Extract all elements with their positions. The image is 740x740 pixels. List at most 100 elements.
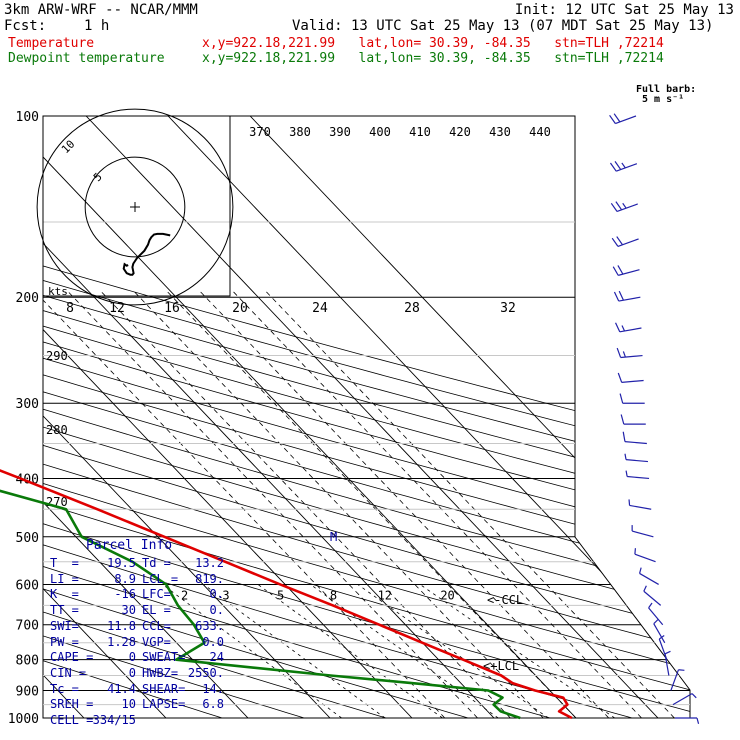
init-time: Init: 12 UTC Sat 25 May 13 [514, 2, 734, 18]
hodograph-trace [122, 232, 171, 276]
wind-barb [617, 372, 644, 383]
model-title: 3km ARW-WRF -- NCAR/MMM [4, 2, 198, 18]
wind-barb [624, 453, 649, 463]
mixing-ratio-line [310, 584, 499, 718]
pressure-label: 900 [16, 684, 39, 699]
wind-barbs [609, 113, 700, 724]
mixing-ratio-label: 8 [330, 588, 337, 602]
wind-barb-flag [643, 585, 647, 592]
parcel-value: 0.0 [202, 634, 224, 649]
parcel-value: 13.2 [195, 556, 224, 570]
wind-barb [664, 650, 671, 676]
wind-barb-flag [611, 237, 619, 247]
moist-adiabat [264, 290, 675, 718]
wind-barb-flag [614, 161, 622, 170]
parcel-value: -16 [114, 587, 136, 602]
mixing-ratio-label: 2 [181, 588, 188, 602]
wind-barb-staff [616, 203, 638, 213]
parcel-label: TT = [50, 603, 79, 618]
wind-barb-staff [617, 238, 639, 247]
wind-barb-flag [653, 619, 659, 625]
ccl-annotation: <-CCL [487, 593, 523, 607]
wind-barb-staff [643, 590, 662, 606]
axis-labels: 100200300400500600700800900100023581220-… [8, 110, 551, 727]
wind-barb-staff [653, 623, 666, 644]
wind-barb-flag [610, 202, 618, 212]
wind-barb [639, 567, 659, 585]
dewpoint-location: x,y=922.18,221.99 lat,lon= 30.39, -84.35… [202, 51, 664, 66]
isobars [43, 115, 690, 719]
wind-barb [616, 347, 643, 359]
parcel-value: 10 [121, 697, 136, 712]
wind-barb-flag [619, 393, 624, 404]
wind-barb [612, 265, 640, 276]
wind-barb-staff [625, 459, 649, 463]
pressure-label: 600 [16, 578, 39, 593]
wind-barb-staff [619, 327, 642, 333]
parcel-label: SWEAT= [142, 650, 186, 665]
isotherm [43, 116, 413, 718]
temperature-trace [0, 469, 573, 720]
wind-barb-staff [618, 269, 640, 276]
wind-barb [622, 431, 647, 445]
wind-barb [611, 236, 639, 247]
parcel-label: HWBZ= [142, 665, 179, 680]
speed-label: 20 [232, 301, 248, 316]
wind-barb-flag [609, 114, 616, 124]
moist-adiabat [43, 290, 446, 718]
wind-barb [628, 499, 652, 510]
wind-barb-staff [624, 441, 647, 445]
lcl-annotation: <+LCL [483, 659, 519, 673]
isotherm [43, 116, 167, 718]
wind-barb [670, 669, 685, 691]
theta-label: 280 [46, 423, 68, 437]
wind-barb-staff [621, 379, 644, 383]
parcel-value: 8.9 [114, 571, 136, 586]
wind-barb [610, 201, 638, 213]
hodograph: 5 10 kts [36, 108, 234, 306]
parcel-label: SHEAR= [142, 681, 186, 696]
wind-barb-flag [624, 453, 627, 460]
forecast-hour: 1 h [84, 18, 110, 34]
temperature-location: x,y=922.18,221.99 lat,lon= 30.39, -84.35… [202, 36, 664, 51]
parcel-value: 14. [202, 681, 224, 696]
parcel-label: CAPE = [50, 650, 94, 665]
parcel-label: SWI= [50, 618, 79, 633]
wind-barb-flag [696, 717, 700, 724]
parcel-label: LAPSE= [142, 697, 186, 712]
pressure-label: 1000 [8, 712, 39, 727]
parcel-label: PW = [50, 634, 79, 649]
wind-barb [675, 717, 700, 724]
theta-label: 380 [289, 125, 311, 139]
speed-label: 8 [66, 301, 74, 316]
mixing-ratio-line [203, 584, 386, 718]
wind-barb-flag [621, 325, 626, 332]
wind-barb-staff [639, 572, 659, 585]
wind-barb [648, 602, 664, 626]
speed-label: 28 [404, 301, 420, 316]
wind-barb-flag [617, 372, 623, 383]
parcel-value: 6.8 [202, 697, 224, 712]
parcel-info-title: Parcel Info [86, 538, 173, 553]
theta-label: 290 [46, 349, 68, 363]
wind-barb-staff [670, 669, 679, 691]
wind-barb [613, 290, 641, 302]
mixing-ratio-line [257, 584, 443, 718]
theta-label: 440 [529, 125, 551, 139]
wind-barb-flag [616, 236, 623, 246]
wind-barb-flag [628, 499, 631, 506]
wind-barb-flag [621, 162, 626, 169]
isotherm [43, 116, 577, 718]
wind-barb-flag [634, 548, 637, 555]
theta-label: 420 [449, 125, 471, 139]
sounding-traces [0, 469, 573, 720]
wind-barb-flag [639, 567, 642, 574]
wind-barb-staff [648, 607, 664, 626]
wind-barb [653, 619, 666, 644]
parcel-info-box: Parcel Info T = 19.5 Td = 13.2 LI = 8.9 LCL = 8… [46, 538, 230, 727]
hodograph-frame [42, 115, 231, 297]
mixing-ratio-line [162, 584, 342, 718]
wind-barb-flag [620, 414, 625, 425]
parcel-label: T = [50, 556, 79, 570]
theta-label: 410 [409, 125, 431, 139]
